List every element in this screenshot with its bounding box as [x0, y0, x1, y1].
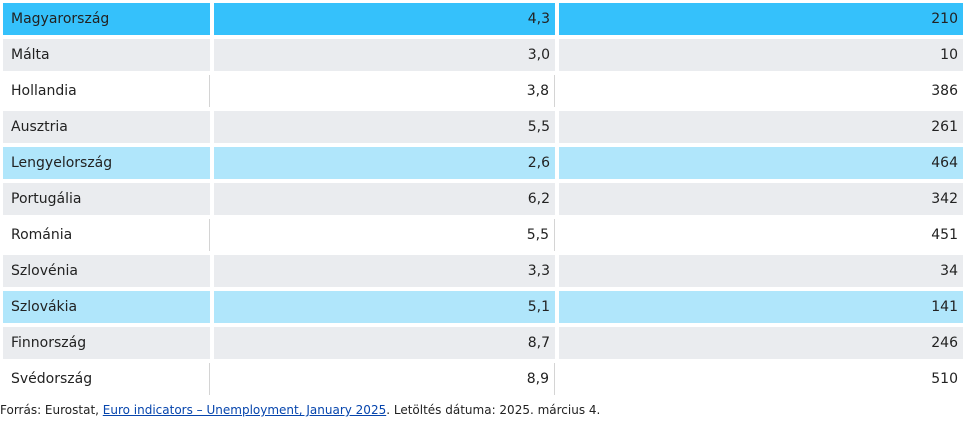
country-cell: Málta — [3, 39, 210, 71]
count-cell: 141 — [559, 291, 963, 323]
table-row: Málta 3,0 10 — [3, 39, 963, 71]
rate-cell: 3,0 — [214, 39, 555, 71]
country-cell: Szlovákia — [3, 291, 210, 323]
rate-cell: 3,3 — [214, 255, 555, 287]
table-row: Szlovénia 3,3 34 — [3, 255, 963, 287]
country-cell: Finnország — [3, 327, 210, 359]
table-row: Finnország 8,7 246 — [3, 327, 963, 359]
source-link[interactable]: Euro indicators – Unemployment, January … — [102, 403, 387, 417]
count-cell: 10 — [559, 39, 963, 71]
unemployment-table: Magyarország 4,3 210 Málta 3,0 10 Hollan… — [3, 3, 963, 399]
source-prefix: Forrás: Eurostat, — [0, 403, 103, 417]
table-row: Ausztria 5,5 261 — [3, 111, 963, 143]
table-row: Portugália 6,2 342 — [3, 183, 963, 215]
table-row: Svédország 8,9 510 — [3, 363, 963, 395]
country-cell: Magyarország — [3, 3, 210, 35]
country-cell: Szlovénia — [3, 255, 210, 287]
country-cell: Románia — [3, 219, 210, 251]
count-cell: 464 — [559, 147, 963, 179]
count-cell: 261 — [559, 111, 963, 143]
count-cell: 386 — [559, 75, 963, 107]
rate-cell: 5,5 — [214, 111, 555, 143]
country-cell: Hollandia — [3, 75, 210, 107]
rate-cell: 3,8 — [214, 75, 555, 107]
rate-cell: 8,9 — [214, 363, 555, 395]
table-row: Hollandia 3,8 386 — [3, 75, 963, 107]
count-cell: 451 — [559, 219, 963, 251]
count-cell: 510 — [559, 363, 963, 395]
country-cell: Svédország — [3, 363, 210, 395]
country-cell: Lengyelország — [3, 147, 210, 179]
count-cell: 34 — [559, 255, 963, 287]
rate-cell: 6,2 — [214, 183, 555, 215]
count-cell: 342 — [559, 183, 963, 215]
table-row: Románia 5,5 451 — [3, 219, 963, 251]
count-cell: 246 — [559, 327, 963, 359]
count-cell: 210 — [559, 3, 963, 35]
table-row: Magyarország 4,3 210 — [3, 3, 963, 35]
country-cell: Portugália — [3, 183, 210, 215]
table-row: Szlovákia 5,1 141 — [3, 291, 963, 323]
source-suffix: . Letöltés dátuma: 2025. március 4. — [386, 403, 601, 417]
rate-cell: 2,6 — [214, 147, 555, 179]
country-cell: Ausztria — [3, 111, 210, 143]
table-row: Lengyelország 2,6 464 — [3, 147, 963, 179]
source-note: Forrás: Eurostat, Euro indicators – Unem… — [0, 403, 600, 417]
rate-cell: 5,5 — [214, 219, 555, 251]
rate-cell: 5,1 — [214, 291, 555, 323]
rate-cell: 4,3 — [214, 3, 555, 35]
rate-cell: 8,7 — [214, 327, 555, 359]
